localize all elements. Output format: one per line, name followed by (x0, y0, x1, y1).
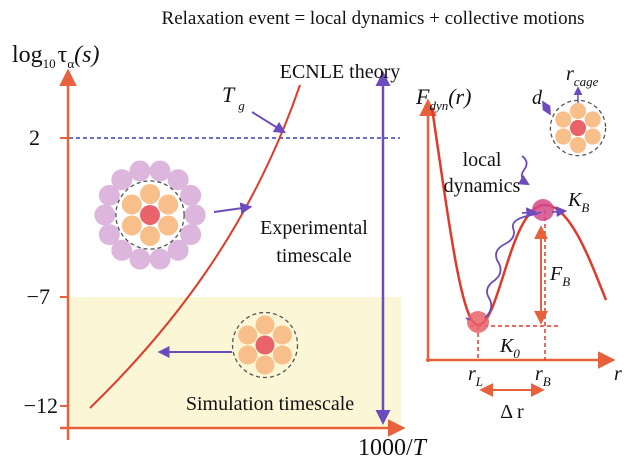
center-particle (570, 120, 586, 136)
label-sub: B (543, 374, 551, 389)
r-axis-label: r (614, 363, 622, 385)
label-part: F (549, 263, 563, 285)
label-part: F (415, 84, 430, 109)
d-label: d (532, 87, 543, 109)
label-part: r (566, 63, 574, 85)
y-tick-label: −12 (24, 393, 58, 418)
cage-particle (555, 111, 571, 127)
cage-particle (273, 346, 292, 365)
rl-label: rL (468, 363, 483, 389)
label-part: 1000/ (358, 435, 413, 461)
particle-min (467, 311, 489, 333)
rcage-label: rcage (566, 63, 599, 89)
cage-particle (122, 195, 142, 215)
diagram: Relaxation event = local dynamics + coll… (0, 0, 628, 462)
neighbor-particle (185, 205, 206, 226)
y-tick-label: −7 (27, 284, 50, 309)
kb-label: KB (567, 189, 589, 215)
label-sub: 10 (43, 56, 56, 71)
cage-particle (570, 103, 586, 119)
y-axis-label: log10τα(s) (12, 42, 99, 71)
cage-particle (256, 316, 275, 335)
local-dynamics-label: dynamics (444, 175, 521, 197)
rb-label: rB (535, 363, 551, 389)
title: Relaxation event = local dynamics + coll… (162, 8, 585, 29)
neighbor-particle (168, 240, 189, 261)
label-part: log (12, 42, 43, 68)
label-sub: L (475, 374, 483, 389)
cage-particle (140, 184, 160, 204)
label-part: r (535, 363, 543, 385)
cage-escape (522, 156, 528, 184)
cage-particle (238, 346, 257, 365)
k0-label: K0 (499, 335, 520, 361)
neighbor-particle (129, 160, 150, 181)
fb-label: FB (549, 263, 570, 289)
experimental-label: Experimental (260, 217, 368, 239)
label-part: (r) (448, 84, 471, 109)
curve-label: ECNLE theory (280, 61, 401, 83)
cage-particle (158, 195, 178, 215)
d-arrow (543, 102, 550, 114)
f-axis-label: Fdyn(r) (415, 84, 471, 113)
kb-arrow-l (522, 212, 535, 213)
neighbor-particle (99, 224, 120, 245)
cage-particle (238, 326, 257, 345)
neighbor-particle (150, 160, 171, 181)
center-particle (256, 336, 275, 355)
y-tick-label: 2 (29, 125, 40, 150)
center-particle (140, 205, 160, 225)
label-part: (s) (74, 42, 99, 68)
label-part: T (413, 435, 428, 461)
label-sub: B (562, 274, 570, 289)
cage-particle (122, 216, 142, 236)
cage-particle (158, 216, 178, 236)
x-axis-label: 1000/T (358, 435, 428, 461)
cage-particle (555, 128, 571, 144)
neighbor-particle (129, 249, 150, 270)
neighbor-particle (111, 169, 132, 190)
label-part: r (468, 363, 476, 385)
label-sub: 0 (513, 346, 520, 361)
cage-particle (585, 128, 601, 144)
local-dynamics-label: local (463, 149, 502, 171)
cage-particle (570, 137, 586, 153)
cage-particle (140, 226, 160, 246)
tg-arrow (252, 112, 284, 132)
simulation-label: Simulation timescale (186, 393, 354, 415)
particle-max (532, 199, 554, 221)
label-sub: B (581, 200, 589, 215)
experimental-label: timescale (276, 245, 352, 267)
neighbor-particle (180, 185, 201, 206)
label-part: T (222, 82, 236, 107)
label-sub: dyn (429, 98, 448, 113)
cage-particle (273, 326, 292, 345)
kb-arrow-r (552, 211, 565, 212)
label-sub: cage (574, 74, 599, 89)
neighbor-particle (150, 249, 171, 270)
label-sub: g (238, 98, 245, 113)
delta-r-label: Δ r (500, 401, 524, 423)
cage-particle (256, 356, 275, 375)
cage-particle (585, 111, 601, 127)
neighbor-particle (94, 205, 115, 226)
label-part: τ (58, 42, 68, 68)
